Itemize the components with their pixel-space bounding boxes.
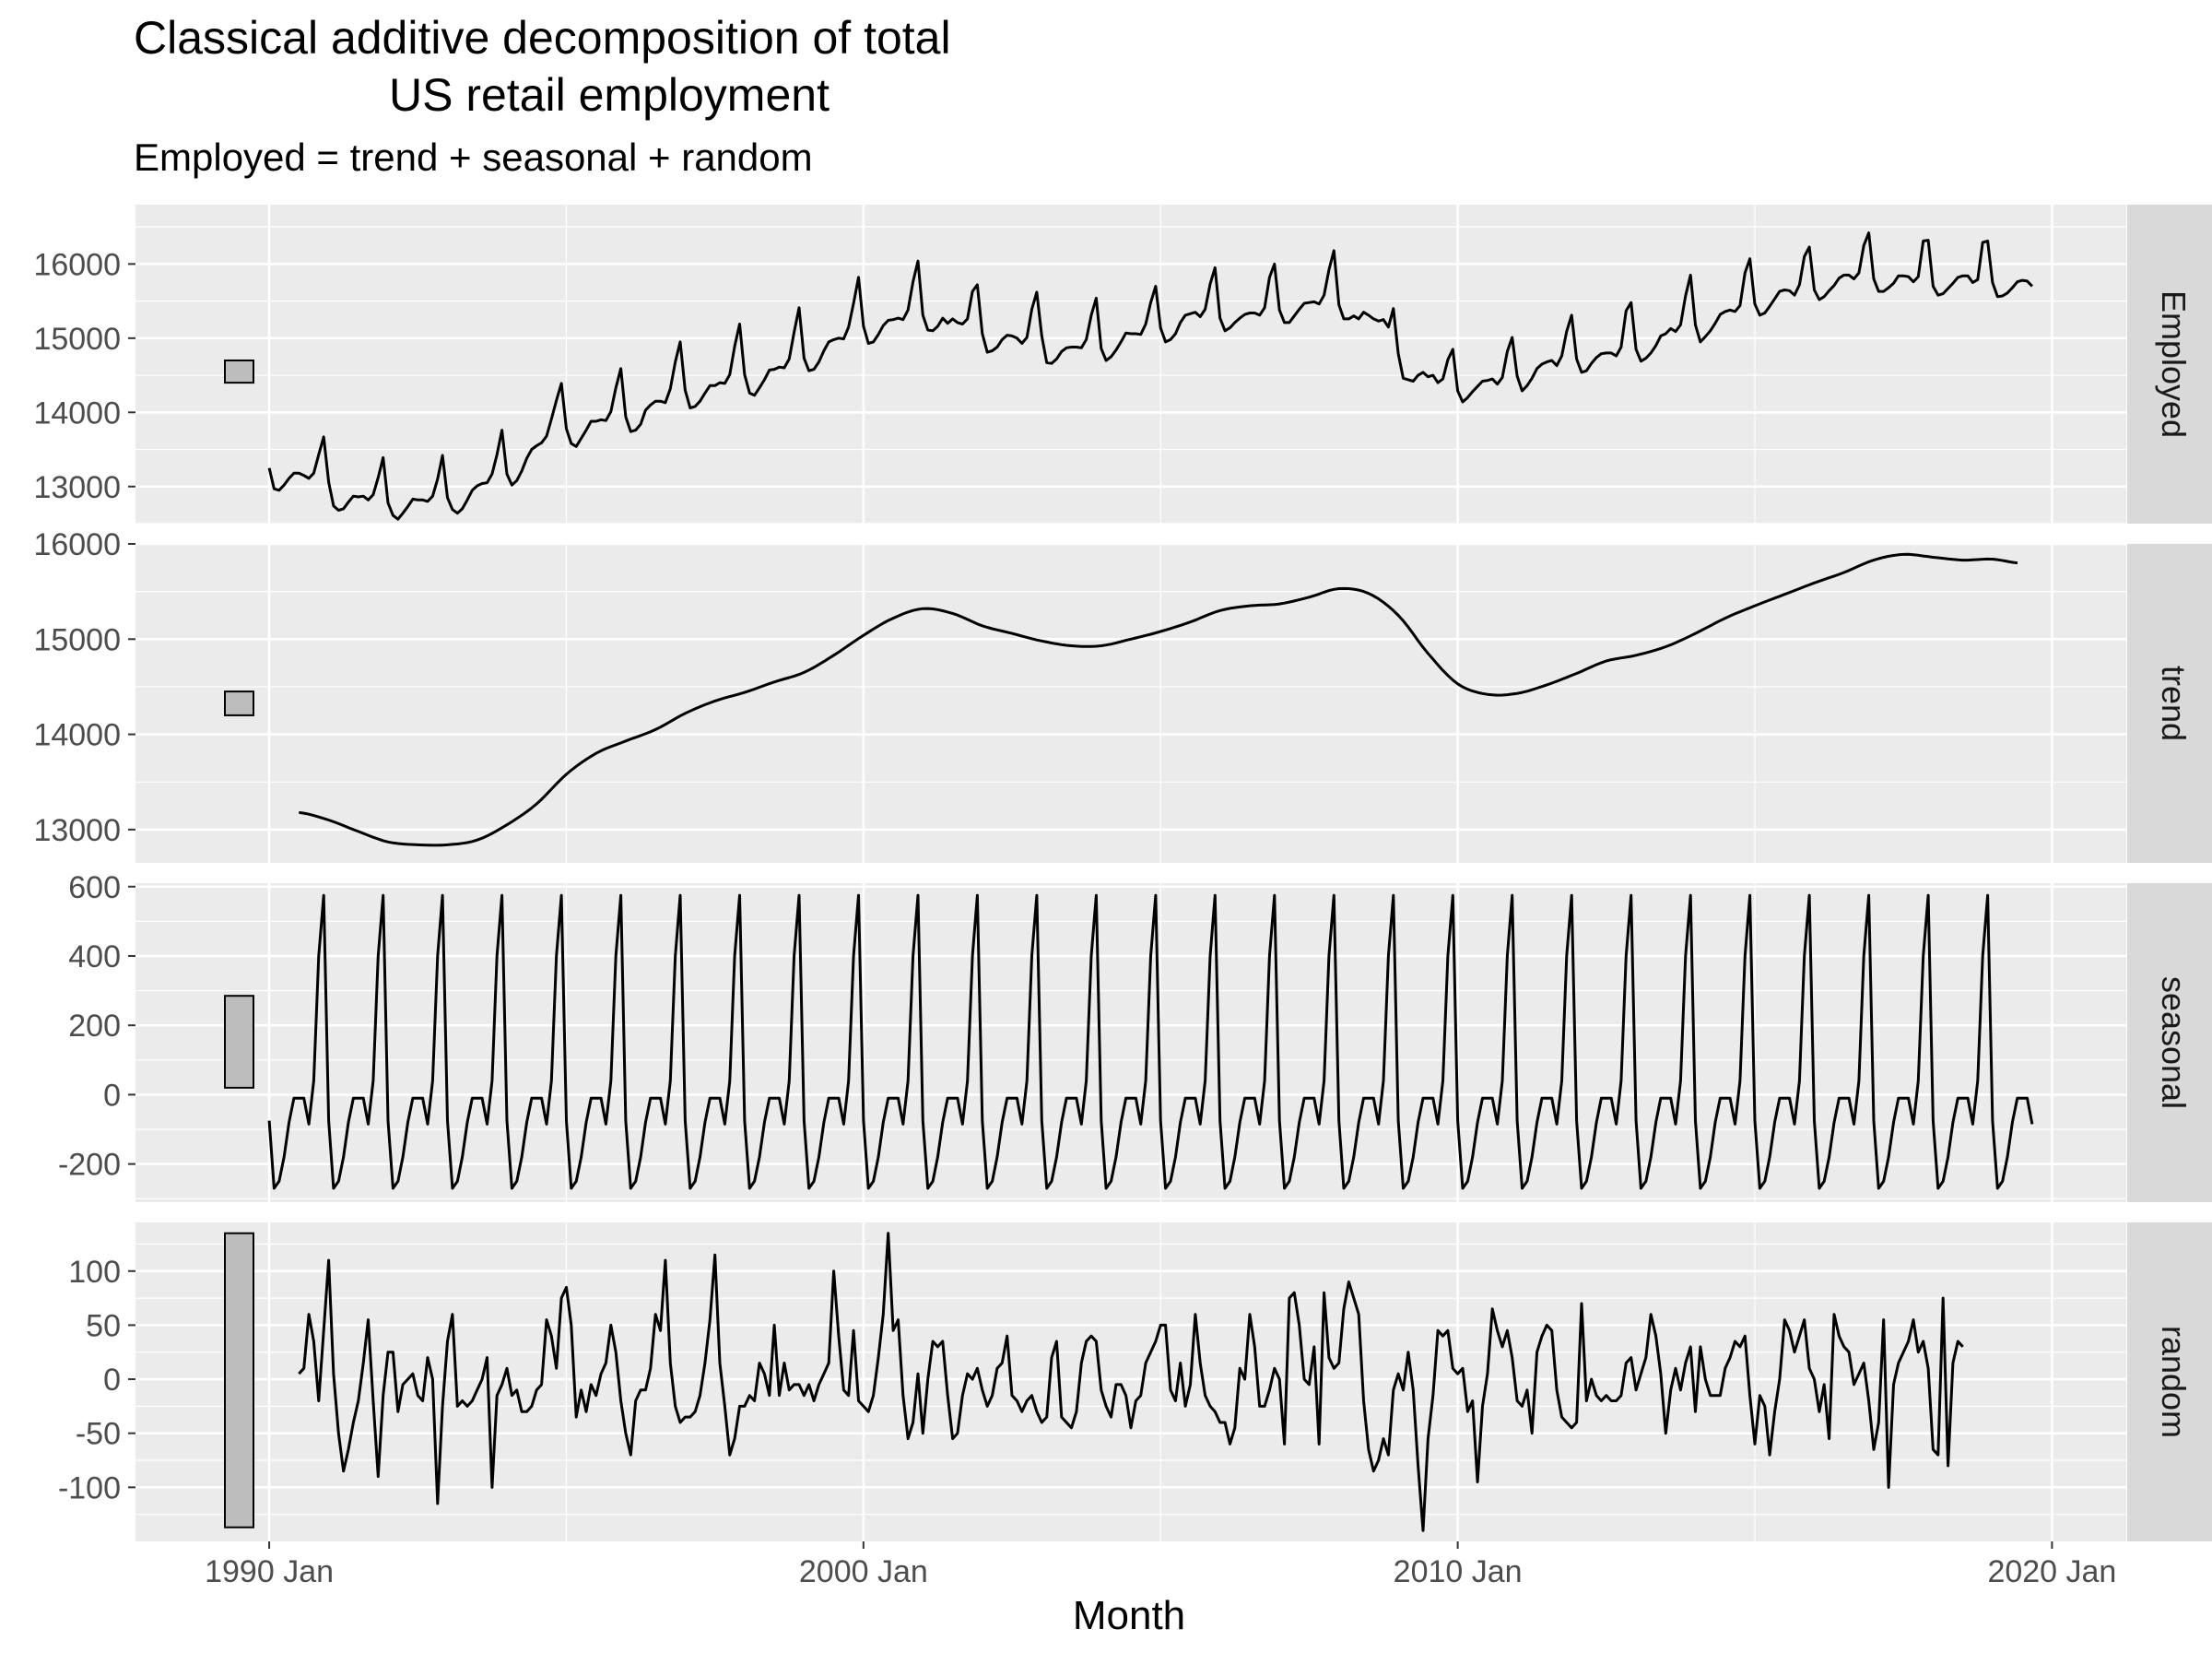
panel-strip (2127, 544, 2212, 863)
panel-trend: 13000 14000 15000 16000 trend (33, 527, 2212, 863)
y-tick-label: -100 (58, 1470, 121, 1505)
x-tick-label: 2010 Jan (1394, 1554, 1523, 1589)
y-tick-label: -50 (76, 1417, 121, 1452)
y-tick-label: 0 (103, 1078, 121, 1113)
panel-background (135, 544, 2126, 863)
series-line-Employed (267, 231, 2033, 521)
chart-title-line-1: Classical additive decomposition of tota… (134, 12, 951, 64)
series-line-trend (299, 552, 2018, 847)
panel-strip (2127, 1222, 2212, 1541)
strip-label: Employed (2155, 290, 2193, 438)
y-tick-label: 14000 (33, 718, 121, 753)
y-tick-label: 100 (68, 1255, 121, 1290)
panel-background (135, 205, 2126, 524)
scale-bar (224, 359, 254, 384)
panel-strip (2127, 883, 2212, 1202)
y-tick-label: 50 (86, 1308, 121, 1343)
y-tick-label: 13000 (33, 813, 121, 848)
y-tick-label: -200 (58, 1148, 121, 1183)
y-tick-label: 14000 (33, 395, 121, 431)
scale-bar (224, 995, 254, 1089)
strip-label: trend (2155, 666, 2193, 741)
y-tick-label: 16000 (33, 527, 121, 562)
x-tick-label: 2020 Jan (1987, 1554, 2116, 1589)
x-tick-label: 2000 Jan (799, 1554, 928, 1589)
scale-bar (224, 1232, 254, 1528)
y-tick-label: 13000 (33, 470, 121, 505)
panel-seasonal: -200 0 200 400 600 seasonal (58, 870, 2212, 1202)
y-tick-label: 200 (68, 1009, 121, 1044)
panel-background (135, 883, 2126, 1202)
chart-subtitle: Employed = trend + seasonal + random (134, 136, 813, 179)
panel-strip (2127, 205, 2212, 524)
series-line-seasonal (267, 893, 2034, 1190)
strip-label: seasonal (2155, 976, 2193, 1109)
panels-layer: 13000 14000 15000 16000 Employed 13000 14000 15… (33, 205, 2212, 1541)
y-tick-label: 0 (103, 1363, 121, 1398)
x-axis: 1990 Jan 2000 Jan 2010 Jan 2020 Jan (205, 1541, 2116, 1589)
y-tick-label: 400 (68, 939, 121, 974)
panel-Employed: 13000 14000 15000 16000 Employed (33, 205, 2212, 525)
scale-bar (224, 690, 254, 716)
x-axis-label: Month (1073, 1593, 1185, 1638)
panel-random: -100 -50 0 50 100 random (58, 1222, 2212, 1541)
strip-label: random (2155, 1326, 2193, 1438)
x-tick-label: 1990 Jan (205, 1554, 334, 1589)
y-tick-label: 16000 (33, 247, 121, 282)
chart-title-line-2: US retail employment (389, 69, 830, 121)
y-tick-label: 15000 (33, 322, 121, 357)
series-line-random (298, 1232, 1964, 1532)
y-tick-label: 15000 (33, 622, 121, 657)
y-tick-label: 600 (68, 870, 121, 905)
